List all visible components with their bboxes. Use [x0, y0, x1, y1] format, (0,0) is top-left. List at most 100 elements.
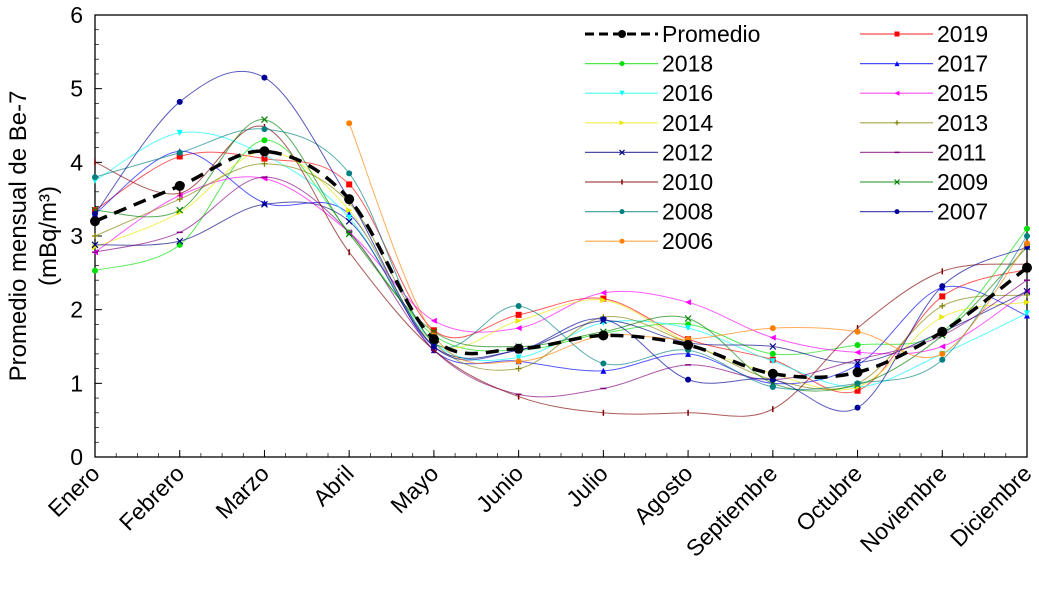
data-point — [430, 343, 437, 350]
data-point — [176, 206, 184, 214]
data-point — [515, 354, 522, 361]
data-point — [1024, 240, 1030, 247]
legend-label: 2012 — [662, 139, 713, 165]
data-point — [259, 146, 270, 157]
legend-marker — [894, 179, 900, 185]
x-tick-label: Septiembre — [681, 460, 783, 562]
data-point — [345, 217, 353, 225]
data-point — [1024, 299, 1030, 306]
data-point — [428, 334, 439, 345]
data-point — [685, 376, 692, 383]
x-tick-label: Julio — [561, 460, 613, 512]
data-point — [261, 126, 268, 133]
data-point — [769, 358, 776, 365]
series-line — [94, 70, 1028, 412]
data-point — [939, 302, 946, 309]
legend-item-2012: 2012 — [585, 139, 713, 165]
legend-item-2013: 2013 — [860, 110, 988, 136]
legend-item-2009: 2009 — [860, 169, 988, 195]
legend-label: 2018 — [662, 51, 713, 77]
legend-item-2008: 2008 — [585, 199, 713, 225]
data-point — [261, 200, 268, 208]
series-promedio — [90, 146, 1032, 380]
data-point — [1022, 262, 1032, 273]
data-point — [854, 342, 861, 349]
legend-marker — [619, 238, 625, 244]
data-point — [854, 387, 861, 394]
data-point — [600, 297, 607, 304]
legend-item-2019: 2019 — [860, 21, 988, 47]
data-point — [600, 289, 607, 296]
y-tick-label: 0 — [70, 444, 83, 470]
data-point — [852, 367, 863, 378]
legend-label: 2014 — [662, 110, 713, 136]
data-point — [683, 340, 694, 351]
legend-item-2018: 2018 — [585, 51, 713, 77]
y-tick-label: 4 — [70, 149, 83, 175]
data-point — [1024, 291, 1030, 298]
legend-label: 2010 — [662, 169, 713, 195]
data-point — [345, 230, 353, 238]
legend-marker — [619, 209, 625, 215]
data-point — [769, 325, 776, 332]
y-tick-label: 6 — [70, 2, 83, 28]
data-point — [684, 315, 692, 322]
data-point — [939, 283, 946, 290]
legend-label: 2007 — [937, 199, 988, 225]
data-point — [767, 368, 778, 379]
x-tick-label: Abril — [308, 460, 359, 511]
x-tick-label: Mayo — [385, 460, 443, 518]
data-point — [939, 314, 946, 321]
legend-item-2015: 2015 — [860, 80, 988, 106]
legend-item-2006: 2006 — [585, 228, 713, 254]
x-tick-label: Diciembre — [945, 460, 1037, 552]
legend-marker — [894, 120, 900, 126]
legend-label: 2009 — [937, 169, 988, 195]
data-point — [92, 267, 98, 274]
data-point — [176, 149, 183, 156]
data-point — [600, 360, 607, 367]
series-line — [94, 176, 1028, 355]
legend-marker — [894, 61, 900, 67]
data-point — [939, 356, 946, 363]
data-point — [600, 316, 607, 323]
x-tick-label: Marzo — [210, 460, 274, 524]
legend-item-2007: 2007 — [860, 199, 988, 225]
data-point — [854, 361, 861, 368]
legend-label: 2013 — [937, 110, 988, 136]
legend-item-2017: 2017 — [860, 51, 988, 77]
data-point — [346, 170, 353, 177]
data-point — [769, 334, 776, 341]
series-line — [94, 128, 1028, 391]
data-point — [261, 160, 268, 167]
data-point — [515, 311, 522, 318]
legend-item-2014: 2014 — [585, 110, 713, 136]
y-tick-label: 2 — [70, 297, 83, 323]
data-point — [261, 155, 268, 162]
data-point — [769, 350, 776, 357]
data-point — [91, 241, 99, 249]
data-point — [90, 216, 100, 227]
y-tick-label: 3 — [70, 223, 83, 249]
data-point — [176, 153, 183, 160]
series-2015 — [92, 175, 1030, 356]
legend-marker — [619, 61, 625, 67]
data-point — [769, 384, 776, 391]
data-point — [854, 404, 861, 411]
data-point — [1024, 233, 1030, 239]
data-point — [1024, 310, 1030, 317]
data-point — [685, 299, 692, 306]
series-line — [94, 150, 1028, 385]
data-point — [515, 302, 522, 309]
data-point — [261, 137, 268, 144]
data-point — [261, 74, 268, 81]
legend-marker — [619, 90, 625, 96]
data-point — [176, 196, 183, 203]
data-point — [174, 180, 185, 191]
data-point — [769, 343, 777, 350]
legend-marker — [618, 30, 626, 38]
legend-marker — [619, 149, 625, 156]
data-point — [430, 327, 437, 334]
